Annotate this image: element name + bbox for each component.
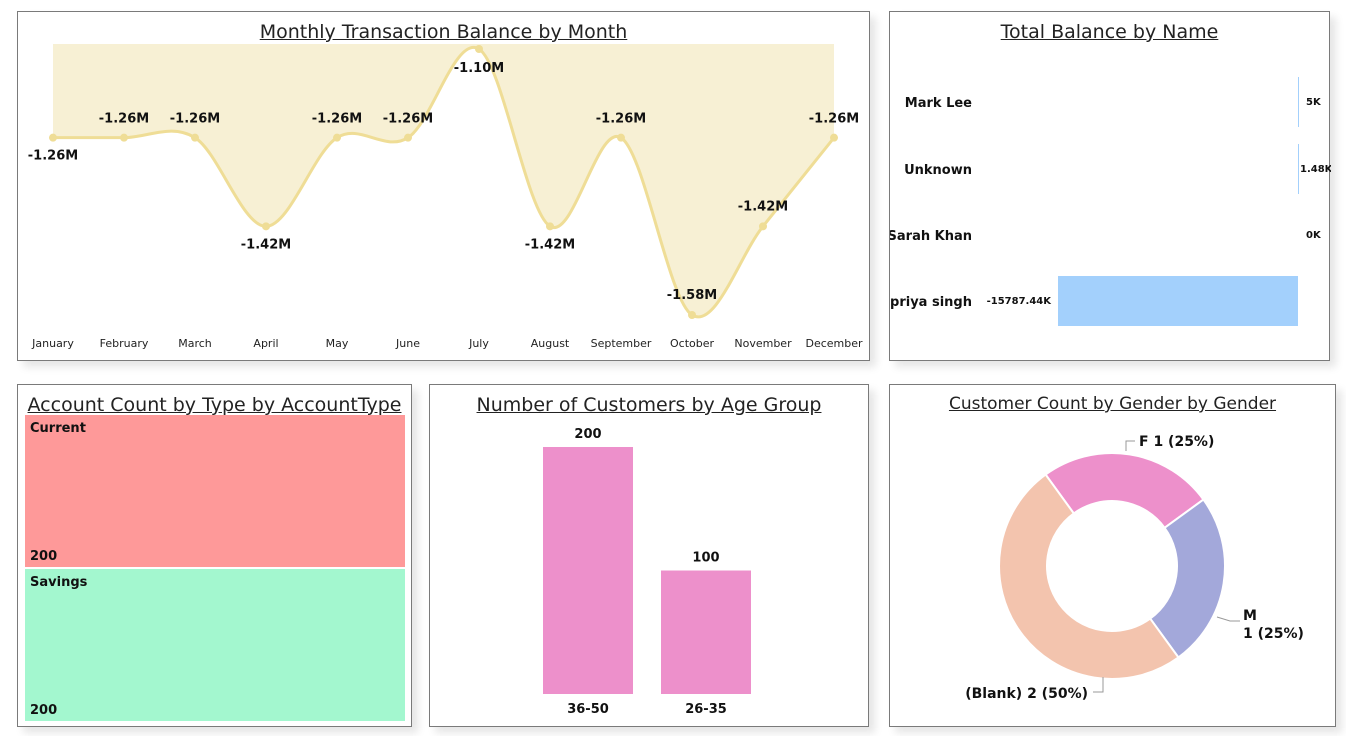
monthly-data-label: -1.42M: [738, 199, 788, 214]
account-type-title: Account Count by Type by AccountType: [27, 394, 402, 416]
monthly-point-july[interactable]: [475, 45, 483, 53]
monthly-data-label: -1.26M: [312, 112, 362, 127]
monthly-point-november[interactable]: [759, 222, 767, 231]
name-label: Mark Lee: [905, 96, 972, 111]
monthly-point-may[interactable]: [333, 133, 341, 142]
monthly-x-tick: August: [531, 337, 570, 350]
monthly-x-tick: December: [805, 337, 863, 350]
age-value-label: 100: [692, 551, 719, 566]
age-group-title: Number of Customers by Age Group: [476, 394, 822, 416]
monthly-data-label: -1.26M: [596, 112, 646, 127]
monthly-point-march[interactable]: [191, 133, 199, 142]
donut-slice-m[interactable]: [1148, 498, 1226, 659]
monthly-data-label: -1.42M: [525, 237, 575, 252]
treemap-cell-savings[interactable]: Savings 200: [25, 569, 405, 721]
monthly-point-august[interactable]: [546, 222, 554, 231]
name-bar[interactable]: [1298, 77, 1299, 127]
monthly-balance-card: Monthly Transaction Balance by Month -1.…: [17, 11, 870, 361]
age-group-card: Number of Customers by Age Group 200 36-5…: [429, 384, 869, 727]
leader-line-blank: [1093, 677, 1104, 693]
monthly-x-tick: June: [395, 337, 420, 350]
donut-label-m: M: [1243, 608, 1257, 624]
donut-slice-blank[interactable]: [998, 473, 1180, 680]
leader-line-m: [1216, 616, 1240, 622]
monthly-data-label: -1.58M: [667, 288, 717, 303]
monthly-point-february[interactable]: [120, 133, 128, 142]
name-value-label: 1.48K: [1300, 164, 1331, 175]
balance-by-name-title: Total Balance by Name: [1000, 21, 1219, 43]
name-label: Sarah Khan: [890, 229, 972, 244]
monthly-data-label: -1.42M: [241, 237, 291, 252]
name-value-label: 5K: [1306, 97, 1322, 108]
name-label: priya singh: [890, 295, 972, 310]
treemap-cell-current[interactable]: Current 200: [25, 415, 405, 567]
monthly-point-april[interactable]: [262, 222, 270, 231]
monthly-point-september[interactable]: [617, 133, 625, 142]
monthly-balance-chart: -1.26M -1.26M -1.26M -1.42M -1.26M -1.26M -1.1…: [28, 44, 863, 350]
monthly-x-tick: January: [31, 337, 74, 350]
gender-card: Customer Count by Gender by Gender F 1 (…: [889, 384, 1336, 727]
monthly-x-tick: April: [253, 337, 278, 350]
account-type-card: Account Count by Type by AccountType Cur…: [17, 384, 412, 727]
monthly-x-tick: October: [670, 337, 714, 350]
age-bar[interactable]: [661, 570, 751, 695]
monthly-x-tick: March: [178, 337, 212, 350]
monthly-data-label: -1.26M: [170, 112, 220, 127]
name-bar[interactable]: [1058, 276, 1298, 326]
treemap-label-savings: Savings: [30, 575, 88, 590]
treemap-value-savings: 200: [30, 703, 58, 718]
name-value-label: 0K: [1306, 230, 1322, 241]
name-value-label: -15787.44K: [987, 296, 1053, 307]
monthly-x-tick: February: [100, 337, 149, 350]
monthly-x-tick: May: [326, 337, 349, 350]
age-bar[interactable]: [543, 447, 633, 694]
monthly-point-december[interactable]: [830, 133, 838, 142]
monthly-data-label: -1.10M: [454, 61, 504, 76]
age-value-label: 200: [574, 427, 601, 442]
name-label: Unknown: [904, 163, 972, 178]
age-group-chart: 200 36-50 100 26-35: [543, 427, 751, 717]
donut-label-m-value: 1 (25%): [1243, 626, 1304, 642]
balance-by-name-card: Total Balance by Name Mark Lee 5K Unknown 1…: [889, 11, 1331, 361]
monthly-data-label: -1.26M: [809, 112, 859, 127]
monthly-x-tick: July: [468, 337, 489, 350]
treemap-label-current: Current: [30, 421, 86, 436]
monthly-point-january[interactable]: [49, 133, 57, 142]
monthly-x-tick: September: [591, 337, 652, 350]
monthly-point-june[interactable]: [404, 133, 412, 142]
monthly-data-label: -1.26M: [99, 112, 149, 127]
monthly-x-tick: November: [734, 337, 792, 350]
monthly-point-october[interactable]: [688, 311, 696, 319]
donut-label-f: F 1 (25%): [1139, 434, 1214, 450]
monthly-balance-title: Monthly Transaction Balance by Month: [259, 21, 628, 43]
treemap-value-current: 200: [30, 549, 58, 564]
age-category-label: 26-35: [685, 702, 727, 717]
name-bar[interactable]: [1298, 144, 1299, 194]
gender-donut-chart: F 1 (25%) M 1 (25%) (Blank) 2 (50%): [965, 434, 1304, 702]
age-category-label: 36-50: [567, 702, 609, 717]
donut-slice-f[interactable]: [1044, 452, 1205, 530]
monthly-data-label: -1.26M: [28, 149, 78, 164]
donut-label-blank: (Blank) 2 (50%): [965, 686, 1088, 702]
monthly-area-fill: [53, 44, 834, 317]
monthly-data-label: -1.26M: [383, 112, 433, 127]
leader-line-f: [1125, 440, 1135, 451]
balance-by-name-chart: Mark Lee 5K Unknown 1.48K Sarah Khan 0K priya …: [890, 77, 1331, 326]
gender-title: Customer Count by Gender by Gender: [948, 394, 1277, 414]
